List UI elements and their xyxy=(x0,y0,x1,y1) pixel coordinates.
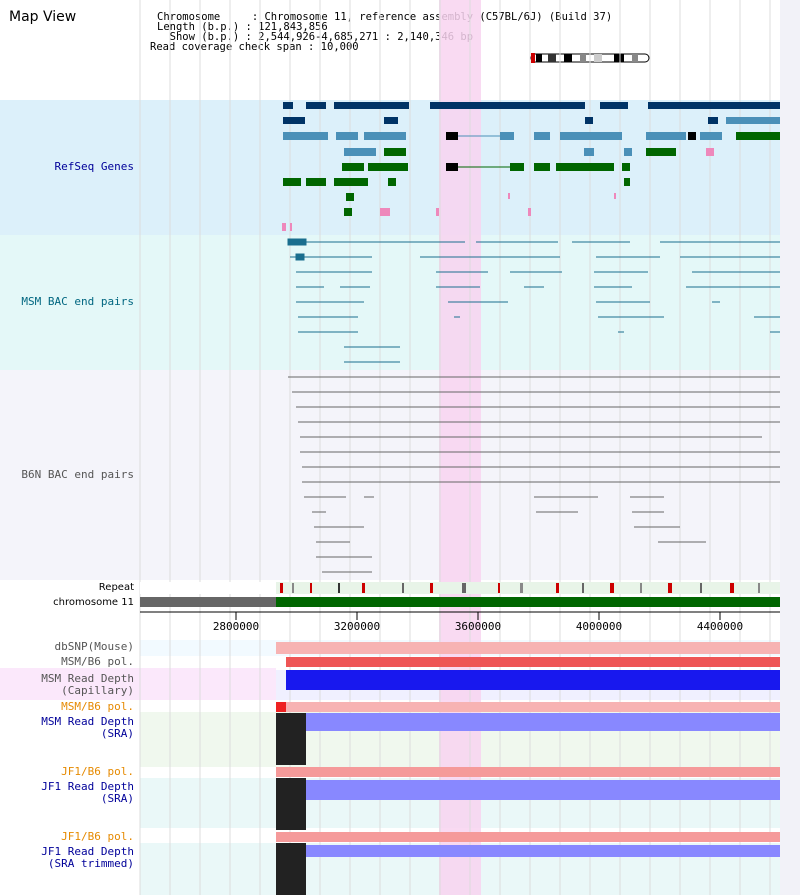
track-label-jf1-b6-pol-2[interactable]: JF1/B6 pol. xyxy=(61,830,134,843)
track-label-refseq[interactable]: RefSeq Genes xyxy=(54,160,134,173)
ruler-label: 2800000 xyxy=(213,620,259,633)
msm-depth-sra-bar xyxy=(306,713,780,731)
ruler-label: 3200000 xyxy=(334,620,380,633)
selection-highlight xyxy=(439,0,481,895)
chromosome-gap xyxy=(140,597,276,607)
chromosome-bar xyxy=(276,597,780,607)
jf1-depth-sra-bar xyxy=(306,780,780,800)
length-info: Length (b.p.) : 121,843,856 xyxy=(157,21,328,33)
track-label-b6n-bac[interactable]: B6N BAC end pairs xyxy=(21,468,134,481)
repeat-track xyxy=(140,582,780,594)
ruler-label: 4000000 xyxy=(576,620,622,633)
ruler-label: 4400000 xyxy=(697,620,743,633)
jf1-b6-pol-2-bar xyxy=(276,832,780,842)
coverage-span-info: Read coverage check span : 10,000 xyxy=(150,41,359,53)
page-title: Map View xyxy=(9,9,77,25)
ruler-label: 3600000 xyxy=(455,620,501,633)
track-label-jf1-b6-pol[interactable]: JF1/B6 pol. xyxy=(61,765,134,778)
msm-b6-pol-2-bar xyxy=(276,702,780,712)
track-label-msm-b6-pol-2[interactable]: MSM/B6 pol. xyxy=(61,700,134,713)
dbsnp-bar xyxy=(276,642,780,654)
track-label-dbsnp[interactable]: dbSNP(Mouse) xyxy=(54,640,134,653)
msm-bac-features xyxy=(287,238,780,363)
track-label-msm-depth-sra[interactable]: MSM Read Depth (SRA) xyxy=(41,715,134,740)
jf1-b6-pol-bar xyxy=(276,767,780,777)
jf1-depth-trim-bar xyxy=(306,845,780,857)
ruler-ticks xyxy=(235,612,721,620)
jf1-depth-sra-dark xyxy=(276,778,306,830)
track-label-msm-b6-pol[interactable]: MSM/B6 pol. xyxy=(61,655,134,668)
track-label-msm-depth-capillary[interactable]: MSM Read Depth (Capillary) xyxy=(41,672,134,697)
track-label-jf1-depth-trim[interactable]: JF1 Read Depth (SRA trimmed) xyxy=(41,845,134,870)
msm-b6-pol-bar xyxy=(286,657,780,667)
b6n-bac-features xyxy=(288,376,780,573)
refseq-gene-features xyxy=(282,102,780,231)
track-label-msm-bac[interactable]: MSM BAC end pairs xyxy=(21,295,134,308)
msm-depth-capillary-bar xyxy=(286,670,780,690)
jf1-depth-trim-dark xyxy=(276,843,306,895)
track-label-chromosome: chromosome 11 xyxy=(53,597,134,608)
track-label-repeat: Repeat xyxy=(98,582,134,593)
track-label-jf1-depth-sra[interactable]: JF1 Read Depth (SRA) xyxy=(41,780,134,805)
msm-depth-sra-dark xyxy=(276,713,306,765)
current-position-marker xyxy=(531,53,535,63)
